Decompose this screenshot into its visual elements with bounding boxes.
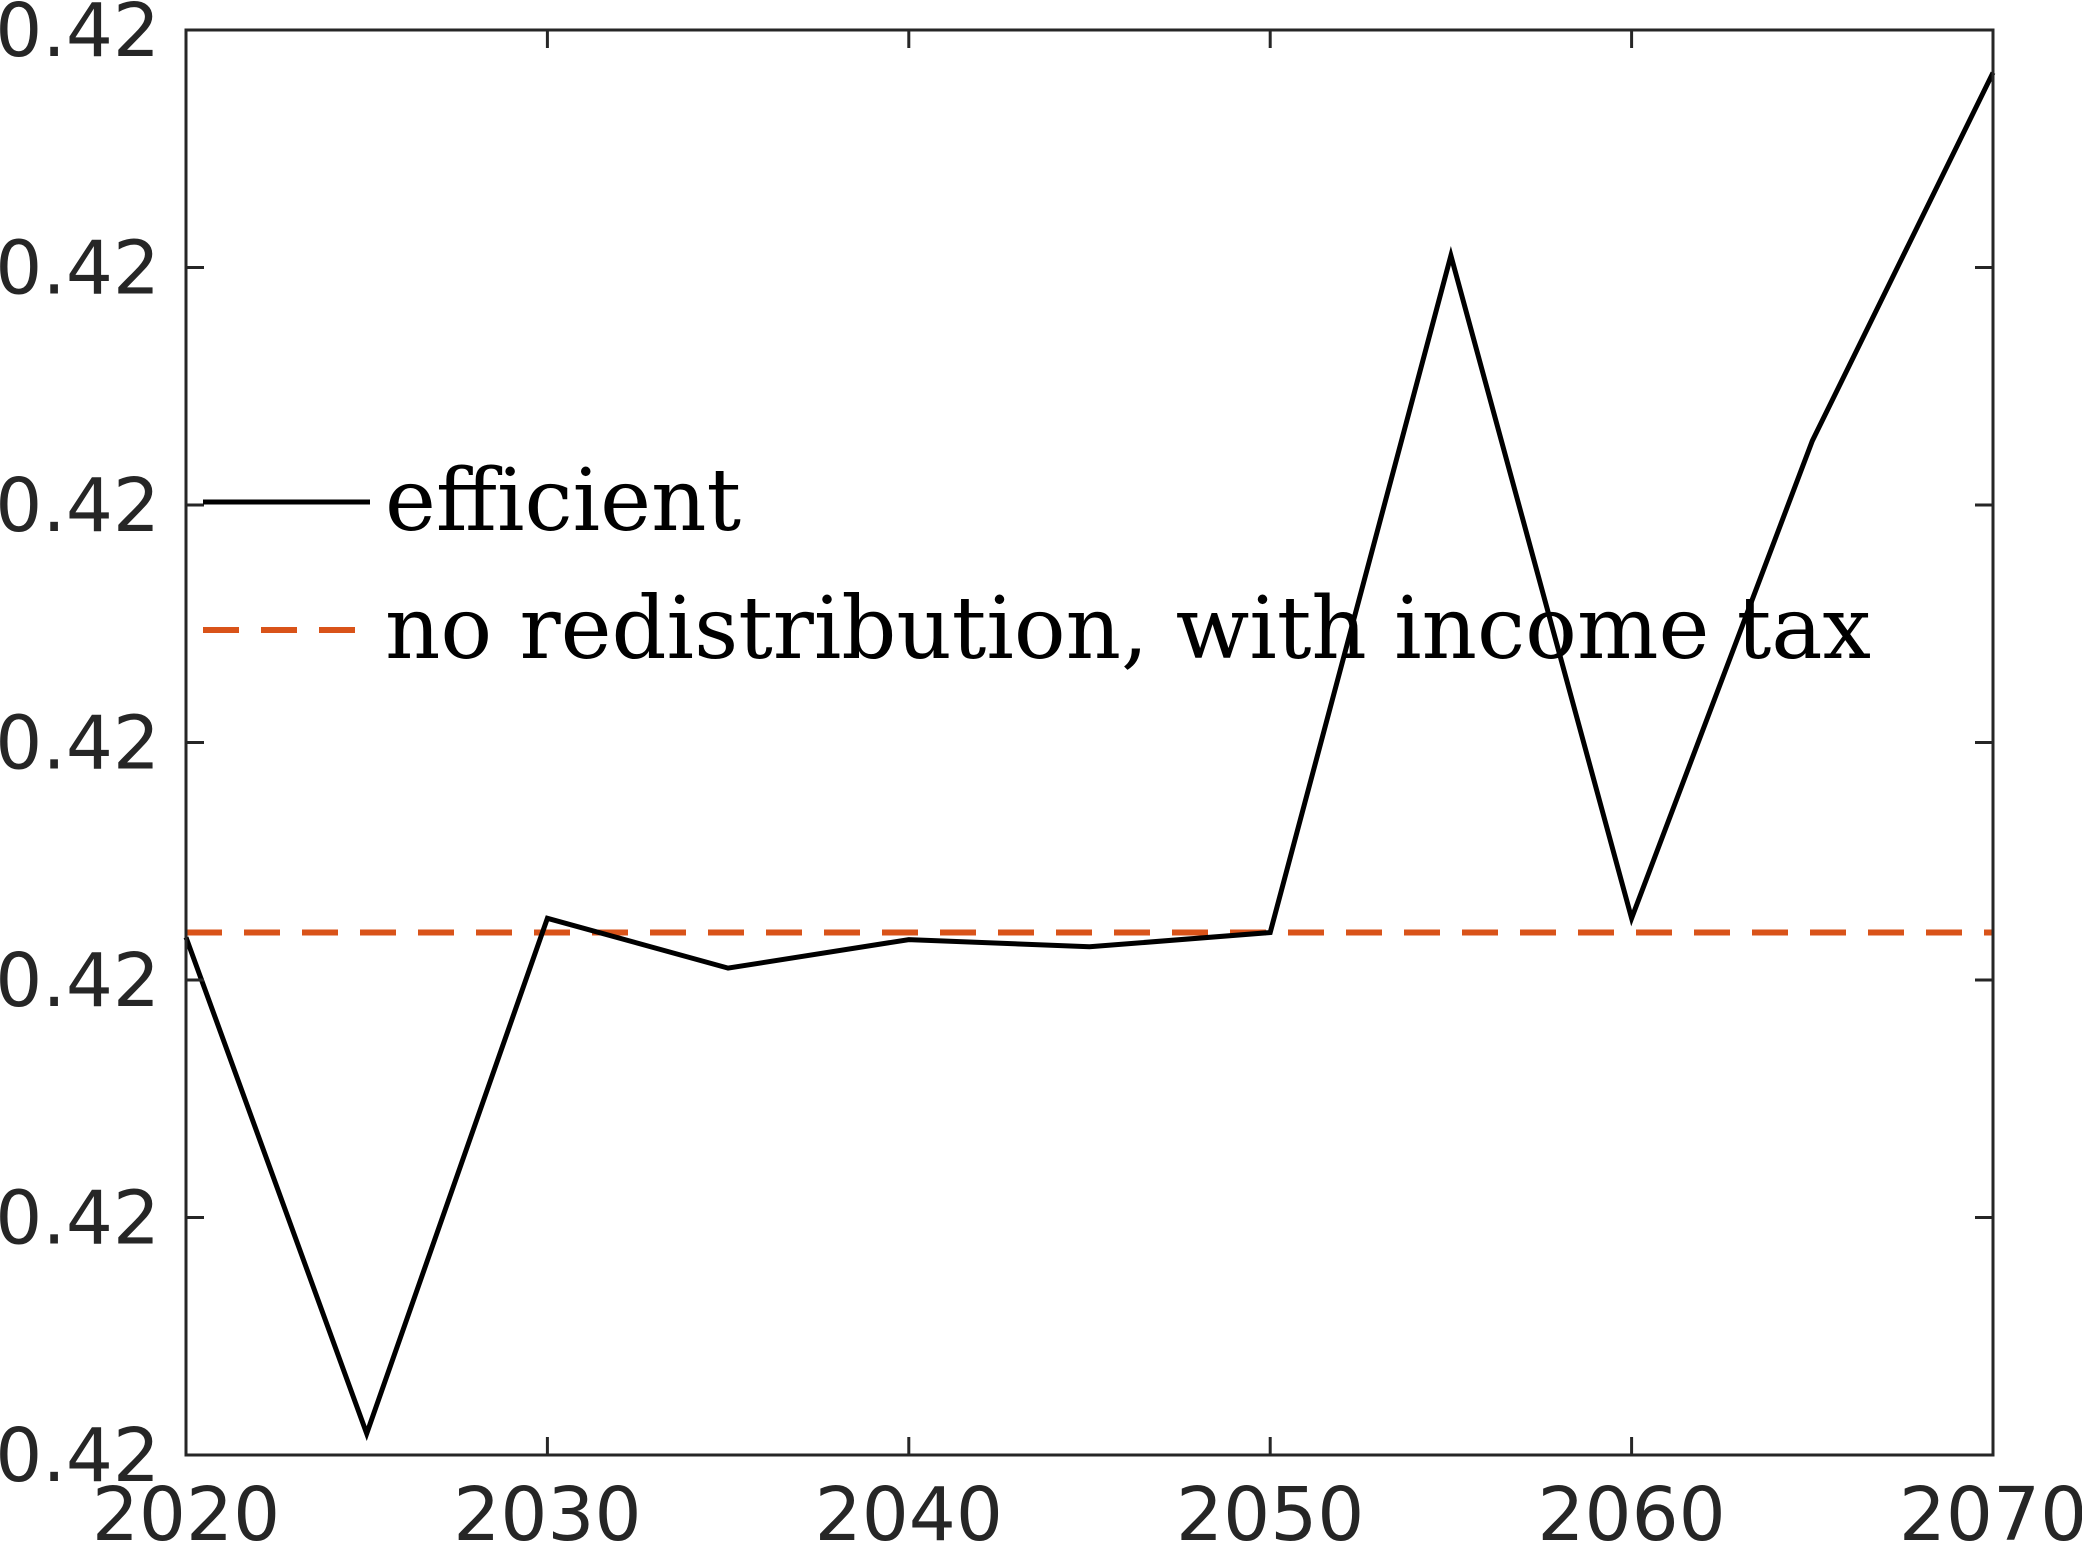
y-tick-label: 0.42 bbox=[0, 1413, 160, 1499]
y-tick-label: 0.42 bbox=[0, 1176, 160, 1262]
x-tick-label: 2040 bbox=[815, 1472, 1003, 1554]
x-tick-label: 2060 bbox=[1537, 1472, 1725, 1554]
y-tick-label: 0.42 bbox=[0, 463, 160, 549]
y-tick-label: 0.42 bbox=[0, 0, 160, 74]
x-tick-label: 2050 bbox=[1176, 1472, 1364, 1554]
x-tick-label: 2070 bbox=[1899, 1472, 2082, 1554]
y-tick-label: 0.42 bbox=[0, 701, 160, 787]
legend: efficient no redistribution, with income … bbox=[203, 451, 1871, 679]
x-tick-label: 2020 bbox=[92, 1472, 280, 1554]
y-axis-tick-labels: 0.42 0.42 0.42 0.42 0.42 0.42 0.42 bbox=[0, 0, 160, 1499]
y-tick-label: 0.42 bbox=[0, 226, 160, 312]
plot-area-frame bbox=[184, 28, 1995, 1457]
legend-label: efficient bbox=[385, 451, 741, 551]
x-axis-tick-labels: 2020 2030 2040 2050 2060 2070 bbox=[92, 1472, 2082, 1554]
series-line-efficient bbox=[183, 71, 1996, 1442]
axis-ticks bbox=[184, 28, 1995, 1457]
y-tick-label: 0.42 bbox=[0, 938, 160, 1024]
series-layer bbox=[183, 71, 1996, 1442]
legend-label: no redistribution, with income tax bbox=[385, 579, 1871, 679]
x-tick-label: 2030 bbox=[453, 1472, 641, 1554]
